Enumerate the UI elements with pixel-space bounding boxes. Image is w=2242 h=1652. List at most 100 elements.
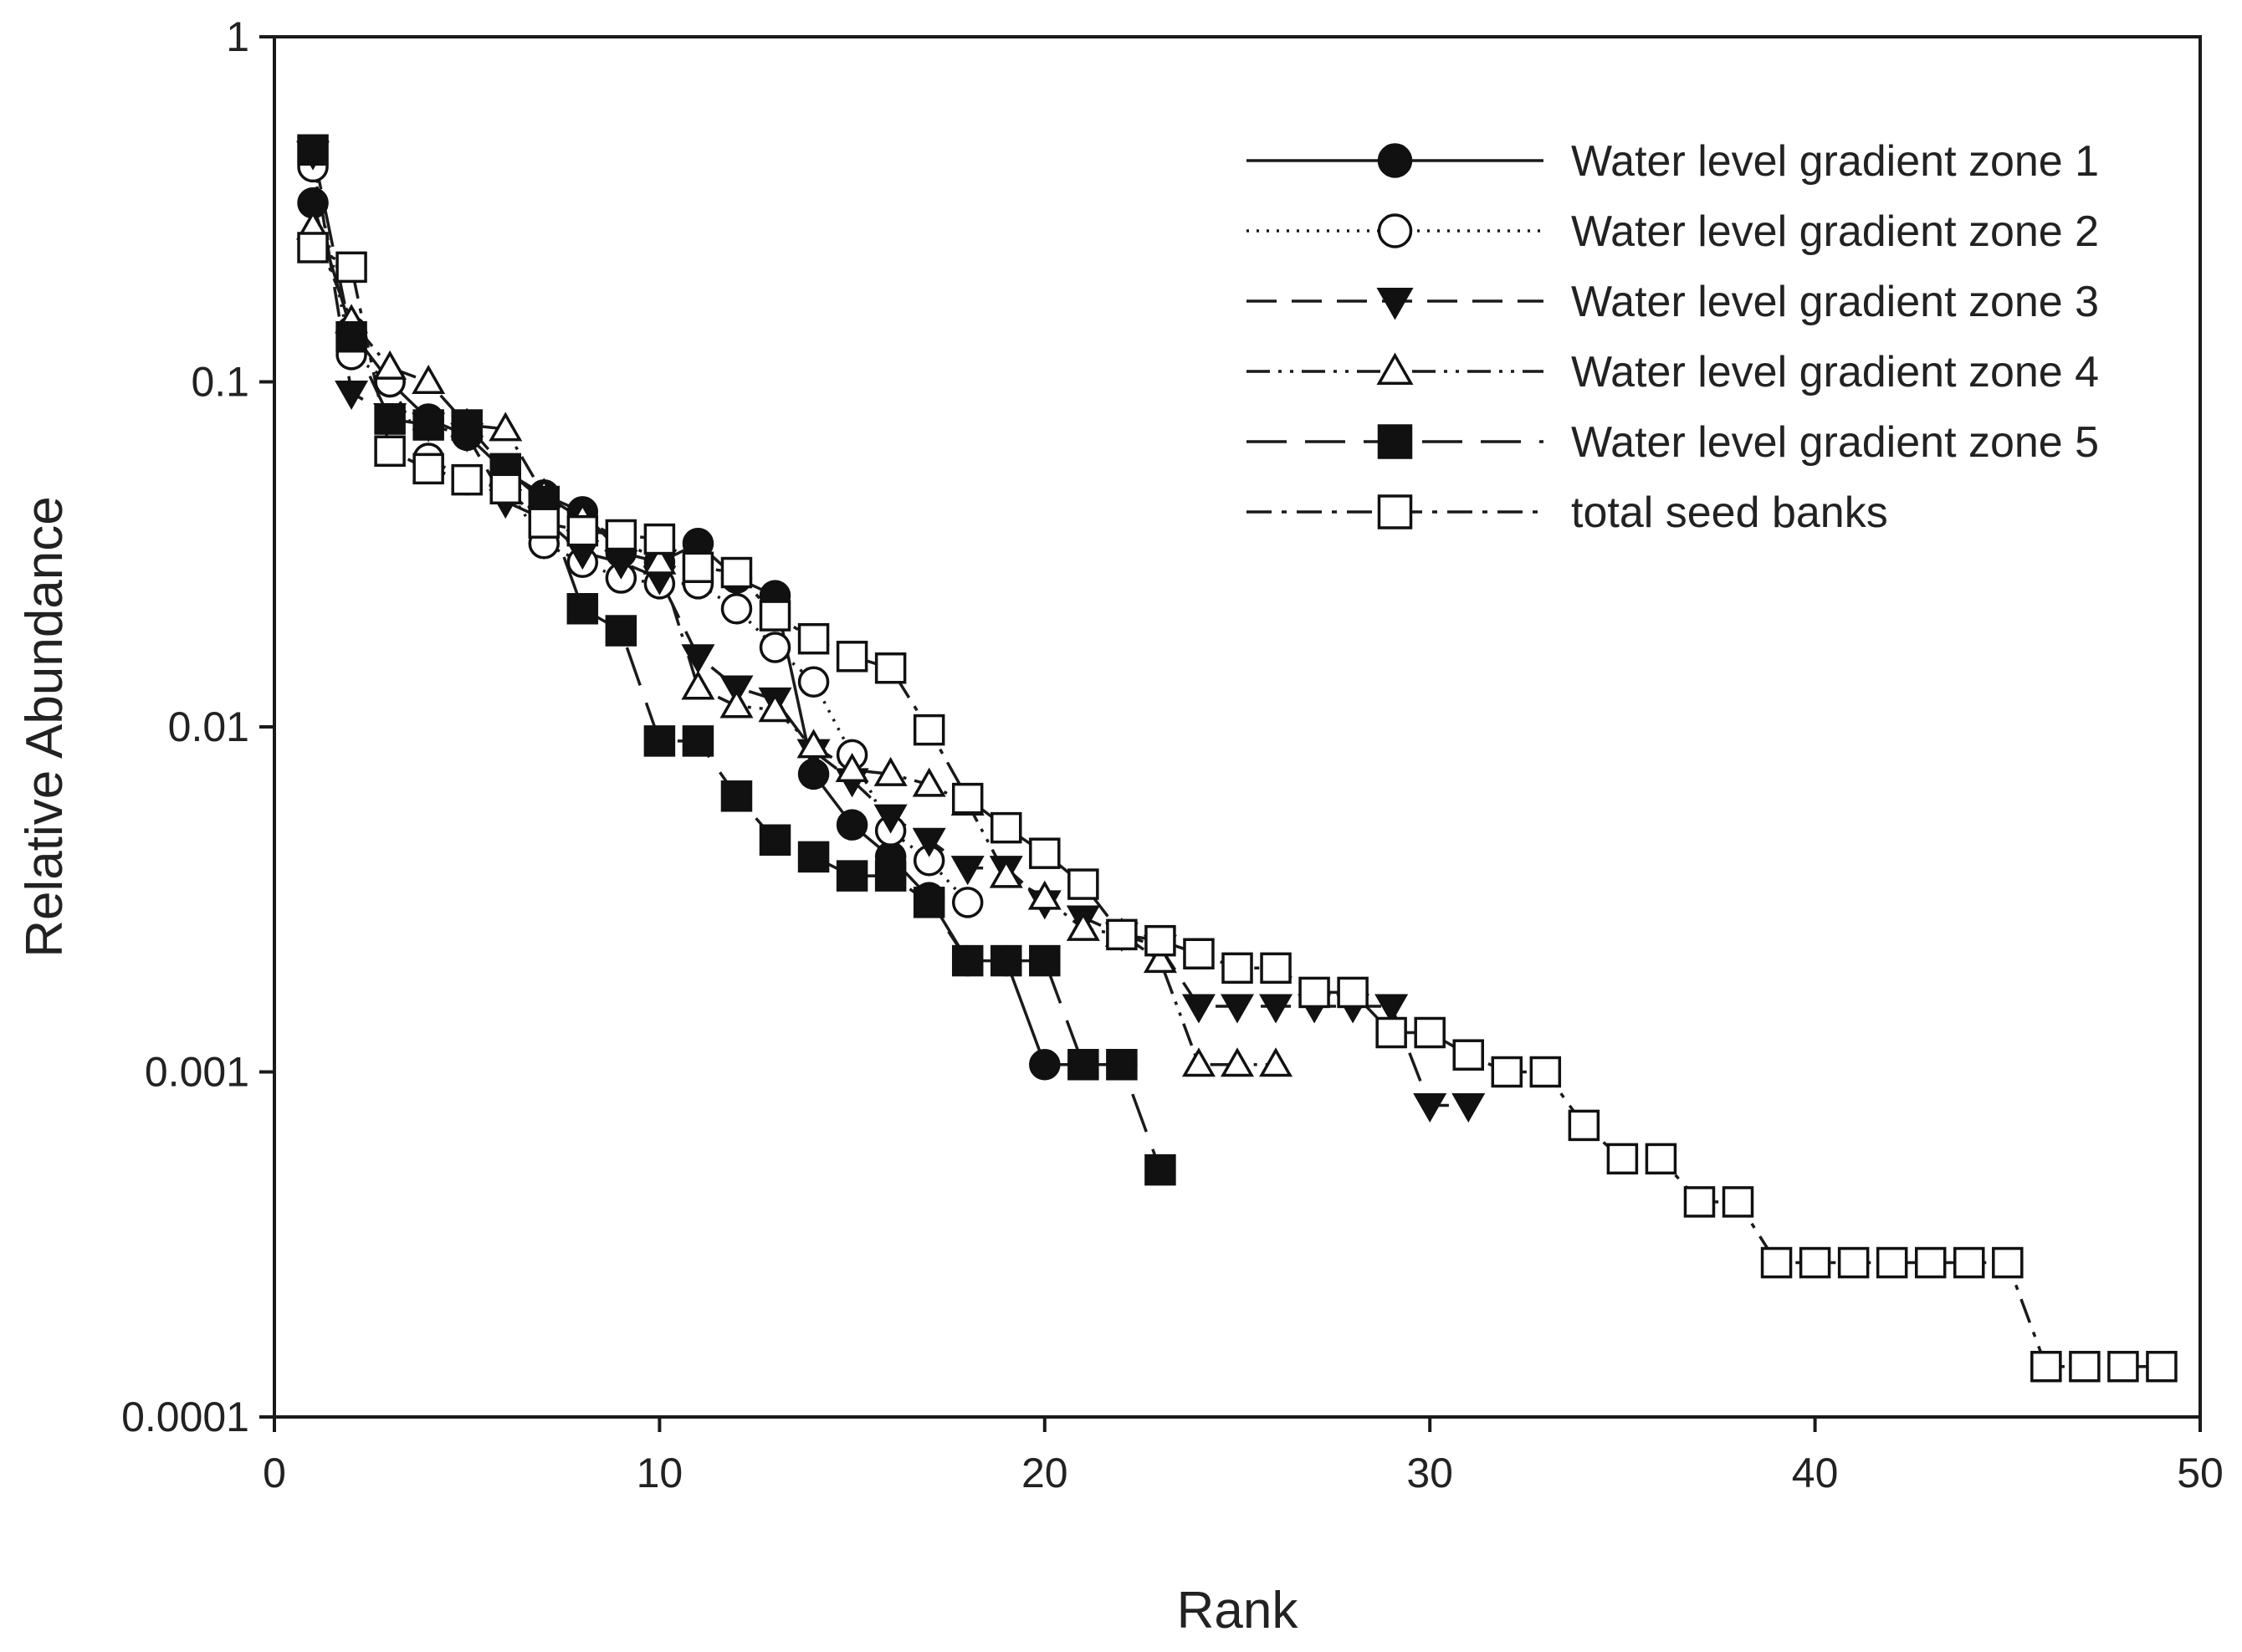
data-point xyxy=(1298,976,1330,1009)
y-tick-label: 1 xyxy=(226,13,249,60)
data-point xyxy=(1645,1143,1677,1175)
data-point xyxy=(2069,1350,2101,1383)
data-point xyxy=(1568,1109,1600,1142)
data-point xyxy=(836,860,868,892)
data-point xyxy=(2146,1350,2178,1383)
data-point xyxy=(1491,1056,1523,1088)
data-point xyxy=(990,811,1022,844)
data-point xyxy=(1220,994,1255,1024)
data-point xyxy=(874,652,907,684)
data-point xyxy=(643,725,676,757)
chart-legend: Water level gradient zone 1 Water level g… xyxy=(1246,137,2099,537)
data-point xyxy=(335,251,367,284)
legend-marker-5 xyxy=(1377,424,1413,459)
data-point xyxy=(1181,994,1216,1024)
y-tick-label: 0.01 xyxy=(168,703,249,750)
x-tick-label: 50 xyxy=(2177,1450,2224,1496)
data-point xyxy=(1799,1246,1831,1279)
data-point xyxy=(873,756,908,786)
data-point xyxy=(566,514,599,547)
data-point xyxy=(1529,1056,1562,1088)
data-point xyxy=(1029,944,1061,977)
data-point xyxy=(1337,976,1369,1009)
legend-marker-6 xyxy=(1377,494,1413,529)
data-point xyxy=(1029,837,1061,869)
data-point xyxy=(836,809,868,841)
data-point xyxy=(451,409,483,441)
data-point xyxy=(912,767,946,797)
data-point xyxy=(758,693,792,723)
series-line-5 xyxy=(311,149,1162,1171)
data-point xyxy=(412,453,444,485)
legend-label-2: Water level gradient zone 2 xyxy=(1571,207,2099,256)
data-point xyxy=(1221,952,1253,985)
data-point xyxy=(1106,918,1138,951)
data-point xyxy=(1066,911,1100,941)
series-line-1 xyxy=(311,202,1122,1066)
data-point xyxy=(605,615,637,647)
legend-label-6: total seed banks xyxy=(1571,488,1888,537)
data-point xyxy=(873,804,908,834)
data-point xyxy=(642,545,677,575)
series-6-points xyxy=(297,232,2178,1383)
data-point xyxy=(797,666,830,698)
data-point xyxy=(1374,994,1409,1024)
data-point xyxy=(951,782,984,815)
legend-marker-2 xyxy=(1377,213,1413,248)
data-point xyxy=(1683,1186,1716,1218)
data-point xyxy=(1106,1049,1138,1081)
data-point xyxy=(1144,924,1176,957)
data-point xyxy=(912,827,946,857)
data-point xyxy=(1452,1039,1484,1071)
data-point xyxy=(1183,938,1215,970)
data-point xyxy=(1260,952,1292,985)
data-point xyxy=(412,409,444,441)
data-point xyxy=(1027,880,1062,910)
legend-label-3: Water level gradient zone 3 xyxy=(1571,278,2099,326)
data-point xyxy=(796,729,831,759)
data-point xyxy=(2107,1350,2139,1383)
data-point xyxy=(1375,1016,1407,1049)
data-point xyxy=(1181,1047,1216,1077)
data-point xyxy=(836,641,868,673)
y-tick-label: 0.1 xyxy=(191,359,249,406)
data-point xyxy=(950,856,985,886)
data-point xyxy=(1029,1049,1061,1081)
data-point xyxy=(1144,1153,1176,1186)
data-point xyxy=(1876,1246,1908,1279)
series-3-points xyxy=(296,141,1486,1123)
data-point xyxy=(412,364,446,394)
data-point xyxy=(1606,1143,1639,1175)
data-point xyxy=(1451,1092,1486,1123)
data-point xyxy=(759,600,791,632)
series-lines xyxy=(311,149,2162,1368)
data-point xyxy=(1259,994,1293,1024)
data-point xyxy=(374,403,406,435)
series-markers xyxy=(296,134,2178,1383)
data-point xyxy=(913,713,945,746)
x-axis-title: Rank xyxy=(1177,1582,1299,1639)
data-point xyxy=(990,944,1022,977)
data-point xyxy=(1143,944,1177,974)
data-point xyxy=(681,644,715,674)
legend-label-1: Water level gradient zone 1 xyxy=(1571,137,2099,186)
data-point xyxy=(1220,1047,1255,1077)
data-point xyxy=(566,593,599,625)
legend-marker-3 xyxy=(1376,288,1414,320)
data-point xyxy=(489,473,521,505)
data-point xyxy=(681,670,715,700)
series-2-points xyxy=(297,151,984,918)
data-point xyxy=(335,381,369,411)
data-point xyxy=(604,550,638,580)
legend-marker-4 xyxy=(1376,352,1414,385)
data-point xyxy=(1914,1246,1947,1279)
legend-marker-1 xyxy=(1377,143,1413,178)
data-point xyxy=(720,780,753,812)
data-point xyxy=(1259,1047,1293,1077)
data-point xyxy=(951,944,984,977)
x-tick-label: 20 xyxy=(1021,1450,1068,1496)
data-point xyxy=(1953,1246,1985,1279)
data-point xyxy=(489,412,523,442)
series-line-2 xyxy=(311,166,969,903)
